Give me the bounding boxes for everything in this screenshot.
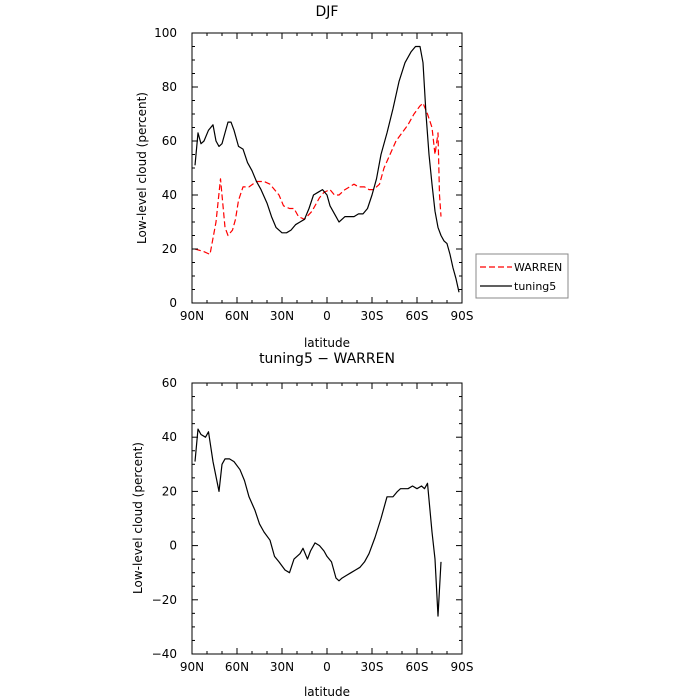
chart-title: tuning5 − WARREN <box>259 351 395 367</box>
y-tick-label: 60 <box>162 134 177 148</box>
y-axis-label: Low-level cloud (percent) <box>131 442 145 594</box>
y-tick-label: 20 <box>162 242 177 256</box>
x-tick-label: 30S <box>361 309 384 323</box>
x-tick-label: 0 <box>323 309 331 323</box>
tick-layer: 90N 60N 30N 0 30S 60S 90S −40 −20 0 20 40 60 <box>152 376 474 674</box>
y-tick-label: −40 <box>152 647 177 661</box>
plot-frame <box>191 32 463 304</box>
y-tick-label: 20 <box>162 484 177 498</box>
series-line-difference <box>194 428 442 617</box>
x-tick-label: 60N <box>225 660 249 674</box>
x-tick-label: 30N <box>270 660 294 674</box>
legend-label-warren: WARREN <box>514 261 562 274</box>
x-tick-label: 30N <box>270 309 294 323</box>
y-tick-label: −20 <box>152 593 177 607</box>
x-tick-label: 60N <box>225 309 249 323</box>
y-axis-label: Low-level cloud (percent) <box>135 92 149 244</box>
y-tick-label: 100 <box>154 26 177 40</box>
y-tick-label: 0 <box>169 539 177 553</box>
y-tick-label: 80 <box>162 80 177 94</box>
chart-difference: tuning5 − WARREN 90N 60N 30N 0 30S 60S 90S −40 −… <box>131 351 473 699</box>
series-layer <box>194 428 442 617</box>
x-tick-label: 60S <box>406 660 429 674</box>
series-line-tuning5 <box>194 45 460 293</box>
x-tick-label: 60S <box>406 309 429 323</box>
x-tick-label: 90S <box>451 660 474 674</box>
x-tick-label: 30S <box>361 660 384 674</box>
x-axis-label: latitude <box>304 685 350 699</box>
y-tick-label: 0 <box>169 296 177 310</box>
legend-box <box>475 253 569 299</box>
legend: WARREN tuning5 <box>475 253 569 299</box>
x-axis-label: latitude <box>304 336 350 350</box>
chart-title: DJF <box>316 4 339 20</box>
legend-label-tuning5: tuning5 <box>514 280 556 293</box>
series-layer <box>194 45 460 293</box>
x-tick-label: 90N <box>180 309 204 323</box>
y-tick-label: 40 <box>162 430 177 444</box>
x-tick-label: 90S <box>451 309 474 323</box>
x-tick-label: 90N <box>180 660 204 674</box>
series-line-warren <box>194 102 442 255</box>
plot-frame <box>191 382 463 655</box>
tick-layer: 90N 60N 30N 0 30S 60S 90S 0 20 40 60 80 100 <box>154 26 473 323</box>
x-tick-label: 0 <box>323 660 331 674</box>
y-tick-label: 60 <box>162 376 177 390</box>
y-tick-label: 40 <box>162 188 177 202</box>
chart-djf: DJF 90N 60N 30N 0 30S 60S 90S 0 20 40 60 80 100 lati… <box>135 4 569 350</box>
